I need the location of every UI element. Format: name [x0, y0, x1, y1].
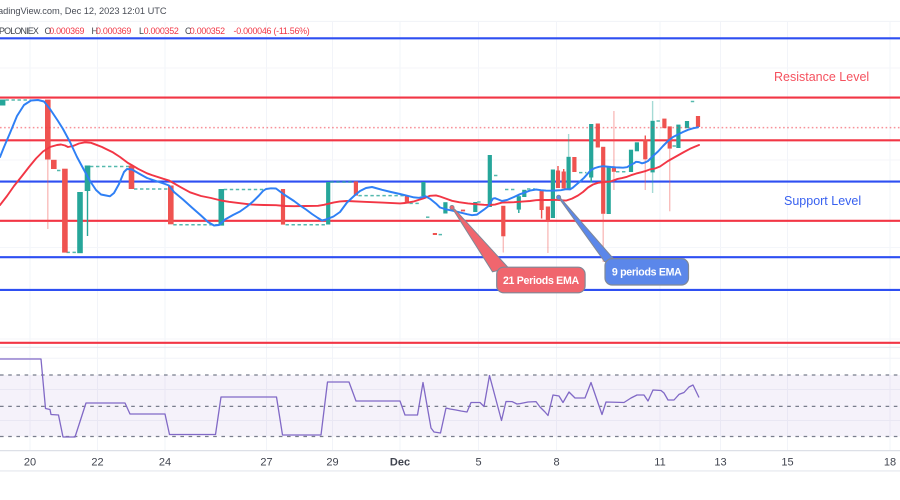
svg-text:20: 20 [24, 456, 36, 468]
svg-text:5: 5 [475, 456, 481, 468]
svg-text:Dec: Dec [390, 456, 410, 468]
svg-text:21 Periods EMA: 21 Periods EMA [503, 275, 580, 287]
svg-text:15: 15 [781, 456, 793, 468]
svg-text:8: 8 [553, 456, 559, 468]
svg-text:11: 11 [654, 456, 665, 468]
svg-text:18: 18 [884, 456, 896, 468]
svg-text:9 periods EMA: 9 periods EMA [612, 267, 682, 279]
svg-text:adingView.com, Dec 12, 2023 12: adingView.com, Dec 12, 2023 12:01 UTC [0, 6, 167, 16]
svg-text:13: 13 [714, 456, 726, 468]
svg-text:Resistance Level: Resistance Level [774, 70, 869, 84]
svg-text:22: 22 [91, 456, 103, 468]
svg-text:24: 24 [159, 456, 171, 468]
svg-text:29: 29 [326, 456, 338, 468]
svg-text:Support Level: Support Level [784, 194, 861, 208]
svg-text:27: 27 [260, 456, 272, 468]
